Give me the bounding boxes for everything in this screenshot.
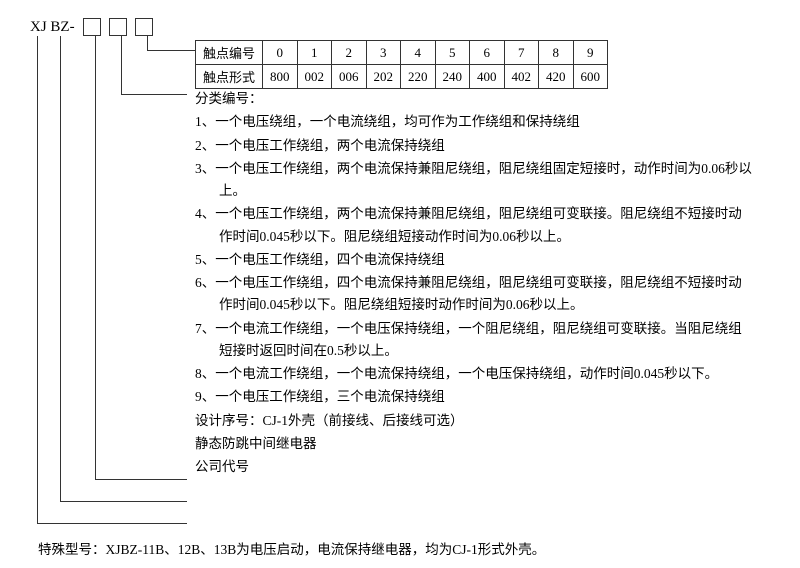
- bracket-line: [37, 36, 38, 523]
- bracket-line: [147, 50, 195, 51]
- bracket-line: [60, 501, 187, 502]
- bracket-line: [37, 523, 187, 524]
- model-box-2: [109, 18, 127, 36]
- label-line: 公司代号: [195, 456, 755, 478]
- label-line: 设计序号：CJ-1外壳（前接线、后接线可选）: [195, 410, 755, 432]
- list-item: 1、一个电压绕组，一个电流绕组，均可作为工作绕组和保持绕组: [195, 111, 755, 133]
- row2-label: 触点形式: [196, 65, 263, 89]
- list-item: 9、一个电压工作绕组，三个电流保持绕组: [195, 386, 755, 408]
- contact-table: 触点编号 0 1 2 3 4 5 6 7 8 9 触点形式 800 002 00…: [195, 40, 608, 89]
- model-code-row: XJ BZ-: [30, 18, 153, 36]
- bracket-line: [121, 36, 122, 94]
- list-item: 5、一个电压工作绕组，四个电流保持绕组: [195, 249, 755, 271]
- bracket-line: [95, 479, 187, 480]
- list-item: 4、一个电压工作绕组，两个电流保持兼阻尼绕组，阻尼绕组可变联接。阻尼绕组不短接时…: [219, 203, 755, 248]
- row1-label: 触点编号: [196, 41, 263, 65]
- footer-note: 特殊型号：XJBZ-11B、12B、13B为电压启动，电流保持继电器，均为CJ-…: [38, 538, 545, 558]
- model-prefix: XJ BZ-: [30, 19, 75, 36]
- list-item: 3、一个电压工作绕组，两个电流保持兼阻尼绕组，阻尼绕组固定短接时，动作时间为0.…: [219, 158, 755, 203]
- model-box-1: [83, 18, 101, 36]
- list-item: 2、一个电压工作绕组，两个电流保持绕组: [195, 135, 755, 157]
- bracket-line: [95, 36, 96, 479]
- model-box-3: [135, 18, 153, 36]
- bracket-line: [147, 36, 148, 50]
- bracket-line: [60, 36, 61, 501]
- content-body: 分类编号： 1、一个电压绕组，一个电流绕组，均可作为工作绕组和保持绕组 2、一个…: [195, 88, 755, 480]
- bracket-line: [121, 94, 187, 95]
- category-header: 分类编号：: [195, 88, 755, 110]
- list-item: 8、一个电流工作绕组，一个电流保持绕组，一个电压保持绕组，动作时间0.045秒以…: [219, 363, 755, 385]
- table-row: 触点形式 800 002 006 202 220 240 400 402 420…: [196, 65, 608, 89]
- table-row: 触点编号 0 1 2 3 4 5 6 7 8 9: [196, 41, 608, 65]
- list-item: 7、一个电流工作绕组，一个电压保持绕组，一个阻尼绕组，阻尼绕组可变联接。当阻尼绕…: [219, 318, 755, 363]
- label-line: 静态防跳中间继电器: [195, 433, 755, 455]
- list-item: 6、一个电压工作绕组，四个电流保持兼阻尼绕组，阻尼绕组可变联接，阻尼绕组不短接时…: [219, 272, 755, 317]
